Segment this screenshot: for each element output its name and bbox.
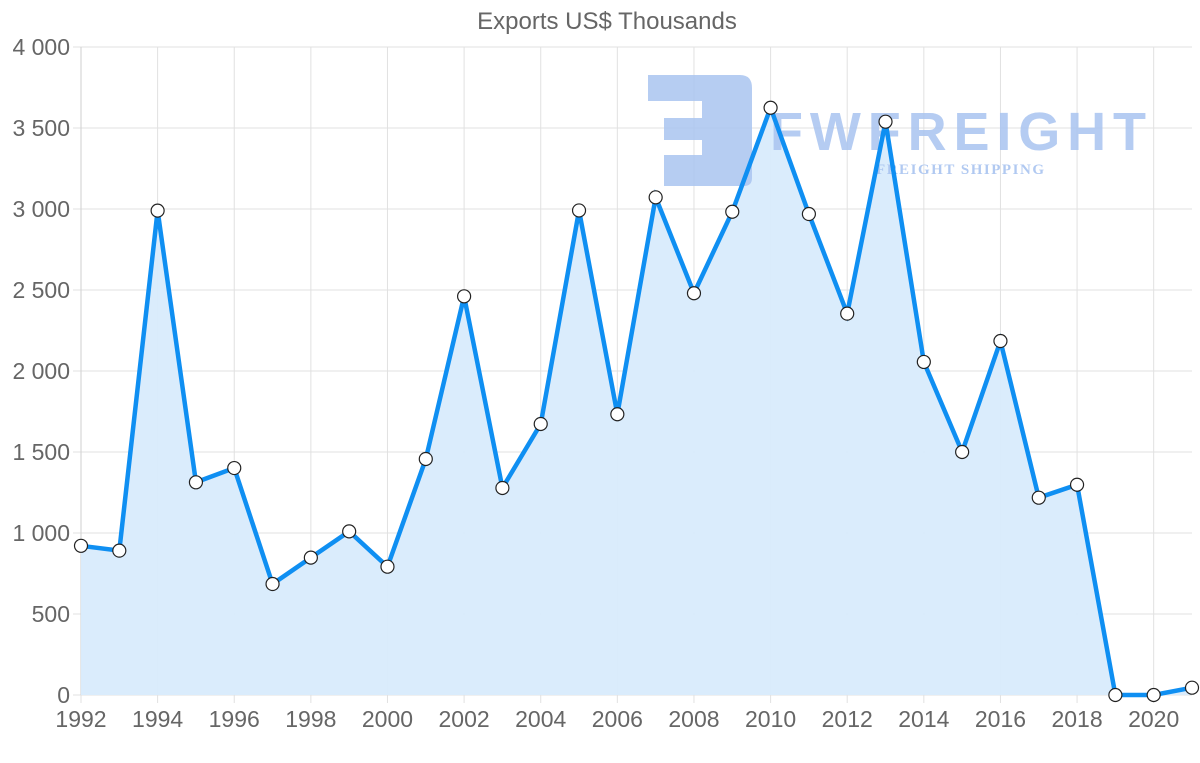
data-point [993, 333, 1008, 349]
x-tick-label: 1998 [285, 706, 336, 732]
data-point [1108, 687, 1123, 703]
x-tick-label: 2020 [1128, 706, 1179, 732]
x-tick-label: 2012 [822, 706, 873, 732]
y-tick-label: 0 [57, 682, 70, 708]
data-point [763, 100, 778, 115]
data-point [112, 543, 127, 558]
x-axis-ticks: 1992 1994 1996 1998 2000 2002 2004 2006 2008 2010… [55, 706, 1179, 732]
series-line [80, 101, 1193, 698]
data-point [878, 114, 893, 129]
area-path [81, 107, 1192, 695]
data-point [495, 480, 510, 496]
data-point [1184, 680, 1200, 695]
y-tick-label: 4 000 [12, 34, 70, 60]
x-tick-label: 2004 [515, 706, 566, 732]
data-point [188, 475, 204, 490]
watermark-tagline: FREIGHT SHIPPING [876, 162, 1044, 178]
y-tick-label: 500 [32, 601, 70, 627]
data-point [916, 354, 931, 370]
data-point [610, 407, 625, 422]
x-tick-label: 2000 [362, 706, 413, 732]
data-point [648, 190, 663, 205]
data-point [1069, 477, 1085, 492]
y-tick-label: 3 500 [12, 115, 70, 141]
y-tick-label: 1 500 [12, 439, 70, 465]
x-tick-label: 2006 [592, 706, 643, 732]
data-point [150, 203, 165, 218]
data-point [955, 444, 970, 460]
data-point [227, 460, 242, 476]
data-point [265, 576, 280, 592]
data-point [801, 206, 816, 222]
y-tick-label: 3 000 [12, 196, 70, 222]
x-tick-label: 2014 [898, 706, 949, 732]
x-tick-label: 2008 [668, 706, 719, 732]
data-point [1146, 687, 1161, 703]
data-point [686, 286, 702, 301]
data-point [380, 559, 395, 574]
x-tick-label: 2018 [1051, 706, 1102, 732]
x-tick-label: 1994 [132, 706, 183, 732]
data-point [342, 524, 357, 539]
data-point [73, 538, 89, 553]
x-tick-label: 2016 [975, 706, 1026, 732]
data-point [1031, 490, 1046, 505]
y-tick-label: 2 500 [12, 277, 70, 303]
watermark-brand: FWFREIGHT [770, 102, 1146, 162]
y-axis-ticks: 0 500 1 000 1 500 2 000 2 500 3 000 3 500 4 000 [12, 34, 70, 708]
x-tick-label: 2010 [745, 706, 796, 732]
data-point [533, 416, 548, 432]
data-point [303, 550, 318, 565]
data-points [73, 100, 1200, 703]
data-point [725, 204, 740, 219]
data-point [418, 451, 433, 467]
data-point [571, 203, 587, 218]
x-tick-label: 2002 [439, 706, 490, 732]
x-tick-label: 1996 [209, 706, 260, 732]
data-point [457, 289, 472, 304]
chart-title: Exports US$ Thousands [477, 8, 737, 35]
data-line [80, 101, 1193, 698]
area-fill [81, 107, 1192, 695]
x-tick-label: 1992 [55, 706, 106, 732]
logo-mark-icon [648, 75, 752, 186]
y-tick-label: 2 000 [12, 358, 70, 384]
data-point [840, 306, 855, 321]
y-tick-label: 1 000 [12, 520, 70, 546]
